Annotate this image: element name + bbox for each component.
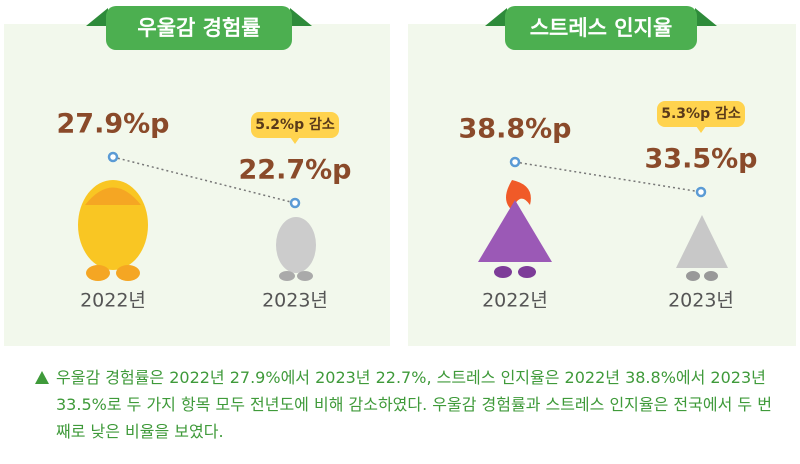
data-point bbox=[695, 186, 707, 198]
annotation-tail bbox=[290, 137, 300, 144]
bullet bbox=[35, 371, 49, 384]
panel bbox=[408, 24, 796, 346]
panel bbox=[4, 24, 390, 346]
x-tick-label: 2023년 bbox=[262, 290, 328, 312]
connector-line bbox=[514, 161, 702, 193]
value-label: 33.5%p bbox=[645, 144, 758, 175]
annotation-tail bbox=[696, 126, 706, 133]
value-label: 27.9%p bbox=[57, 109, 170, 140]
ribbon bbox=[86, 6, 717, 50]
chart: 우울감 경험률 스트레스 인지율 27.9%p 2022년 22.7%p 2023년 5… bbox=[4, 6, 796, 346]
caption-text: 우울감 경험률은 2022년 27.9%에서 2023년 22.7%, 스트레스… bbox=[56, 368, 772, 441]
x-tick-label: 2022년 bbox=[80, 290, 146, 312]
annotation: 5.2%p 감소 bbox=[255, 116, 335, 133]
connector-line bbox=[112, 156, 296, 204]
chart-title: 스트레스 인지율 bbox=[530, 16, 673, 40]
value-label: 38.8%p bbox=[459, 114, 572, 145]
annotation: 5.3%p 감소 bbox=[661, 105, 741, 122]
value-label: 22.7%p bbox=[239, 155, 352, 186]
annotation-bubble bbox=[251, 112, 339, 138]
annotation-bubble bbox=[657, 101, 745, 127]
data-point bbox=[509, 156, 521, 168]
x-tick-label: 2023년 bbox=[668, 290, 734, 312]
chart-title: 우울감 경험률 bbox=[137, 16, 260, 40]
caption: 우울감 경험률은 2022년 27.9%에서 2023년 22.7%, 스트레스… bbox=[34, 364, 774, 445]
x-tick-label: 2022년 bbox=[482, 290, 548, 312]
data-point bbox=[107, 151, 119, 163]
data-point bbox=[289, 197, 301, 209]
character bbox=[78, 180, 728, 281]
